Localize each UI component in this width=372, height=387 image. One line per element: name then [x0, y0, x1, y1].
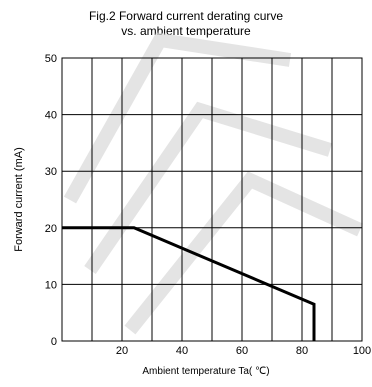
grid — [62, 57, 363, 341]
watermark-stroke — [84, 101, 333, 274]
y-axis-label: Forward current (mA) — [13, 147, 25, 252]
plot-frame — [61, 57, 363, 342]
y-tick-label: 40 — [45, 110, 57, 122]
chart-subtitle-line: vs. ambient temperature — [121, 24, 251, 38]
x-axis-label: Ambient temperature Ta( ℃) — [142, 366, 270, 377]
y-tick-label: 20 — [45, 223, 57, 235]
watermark-stroke — [124, 171, 363, 335]
y-tick-label: 0 — [51, 336, 57, 348]
series — [62, 226, 316, 341]
y-tick-label: 10 — [45, 279, 57, 291]
x-tick-label: 60 — [236, 345, 248, 357]
x-tick-label: 40 — [176, 345, 188, 357]
tick-labels: 0 10 20 30 40 50 20 40 60 80 100 — [45, 53, 371, 357]
x-tick-label: 20 — [116, 345, 128, 357]
y-tick-label: 50 — [45, 53, 57, 65]
x-tick-label: 80 — [296, 345, 308, 357]
chart-title-line: Fig.2 Forward current derating curve — [88, 9, 284, 23]
watermark-stroke — [63, 32, 292, 204]
derating-curve-line — [62, 226, 316, 341]
x-tick-label: 100 — [353, 345, 371, 357]
y-tick-label: 30 — [45, 166, 57, 178]
